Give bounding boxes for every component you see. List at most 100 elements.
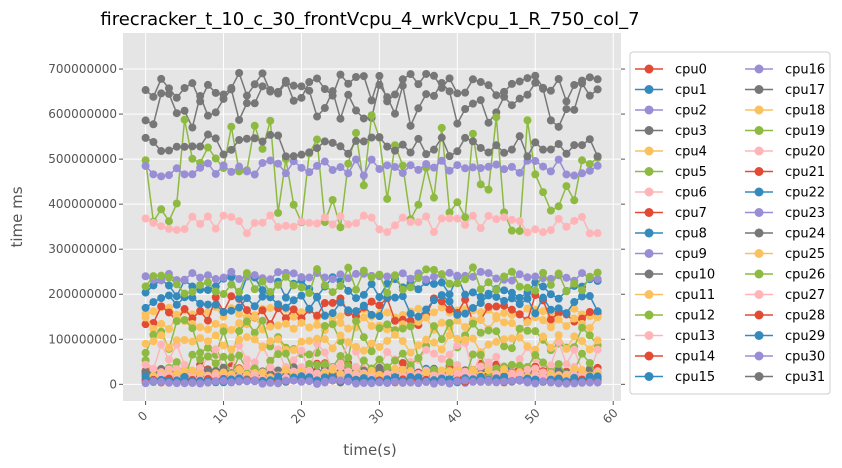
point-cpu17-30	[375, 363, 384, 372]
point-cpu26-50	[531, 286, 540, 295]
point-cpu19-37	[429, 366, 438, 375]
point-cpu26-54	[562, 287, 571, 296]
point-cpu26-17	[274, 280, 283, 289]
point-cpu9-40	[453, 271, 462, 280]
point-cpu23-48	[515, 168, 524, 177]
point-cpu19-10	[219, 352, 228, 361]
point-cpu24-18	[281, 152, 290, 161]
point-cpu30-56	[578, 378, 587, 387]
point-cpu31-27	[352, 73, 361, 82]
point-cpu26-23	[320, 281, 329, 290]
point-cpu13-38	[437, 354, 446, 363]
point-cpu23-21	[305, 168, 314, 177]
point-cpu8-46	[500, 286, 509, 295]
point-cpu31-53	[554, 75, 563, 84]
point-cpu12-30	[375, 324, 384, 333]
point-cpu12-7	[196, 348, 205, 357]
point-cpu30-47	[507, 376, 516, 385]
point-cpu30-37	[429, 379, 438, 388]
point-cpu30-0	[141, 379, 150, 388]
point-cpu24-49	[523, 152, 532, 161]
point-cpu6-24	[328, 220, 337, 229]
point-cpu31-48	[515, 77, 524, 86]
point-cpu20-7	[196, 364, 205, 373]
point-cpu23-3	[164, 171, 173, 180]
point-cpu5-35	[414, 200, 423, 209]
point-cpu11-25	[336, 318, 345, 327]
point-cpu18-5	[180, 335, 189, 344]
point-cpu26-32	[390, 271, 399, 280]
point-cpu3-42	[468, 99, 477, 108]
point-cpu26-26	[344, 263, 353, 272]
point-cpu3-57	[585, 91, 594, 100]
point-cpu6-17	[274, 223, 283, 232]
point-cpu11-28	[359, 313, 368, 322]
point-cpu13-44	[484, 358, 493, 367]
point-cpu23-2	[157, 172, 166, 181]
point-cpu11-52	[546, 323, 555, 332]
legend-label-cpu30: cpu30	[785, 350, 825, 365]
point-cpu24-8	[203, 130, 212, 139]
point-cpu23-35	[414, 165, 423, 174]
point-cpu8-12	[235, 294, 244, 303]
point-cpu22-17	[274, 300, 283, 309]
point-cpu22-30	[375, 312, 384, 321]
point-cpu19-18	[281, 349, 290, 358]
point-cpu26-29	[367, 273, 376, 282]
point-cpu22-20	[297, 291, 306, 300]
point-cpu25-5	[180, 366, 189, 375]
legend-label-cpu15: cpu15	[675, 370, 715, 385]
point-cpu12-48	[515, 324, 524, 333]
point-cpu24-55	[570, 141, 579, 150]
point-cpu9-44	[484, 269, 493, 278]
point-cpu26-42	[468, 263, 477, 272]
point-cpu23-53	[554, 155, 563, 164]
point-cpu26-28	[359, 266, 368, 275]
point-cpu18-15	[258, 343, 267, 352]
point-cpu13-20	[297, 346, 306, 355]
point-cpu30-28	[359, 378, 368, 387]
point-cpu18-0	[141, 339, 150, 348]
point-cpu29-5	[180, 372, 189, 381]
point-cpu5-25	[336, 223, 345, 232]
point-cpu24-11	[227, 145, 236, 154]
point-cpu26-6	[188, 287, 197, 296]
point-cpu3-12	[235, 115, 244, 124]
legend-label-cpu22: cpu22	[785, 186, 825, 201]
point-cpu26-41	[461, 275, 470, 284]
point-cpu31-24	[328, 91, 337, 100]
point-cpu9-56	[578, 269, 587, 278]
point-cpu30-41	[461, 376, 470, 385]
y-tick-label-4: 400000000	[48, 197, 117, 211]
point-cpu18-14	[250, 335, 259, 344]
point-cpu12-28	[359, 333, 368, 342]
point-cpu8-53	[554, 294, 563, 303]
point-cpu5-56	[578, 156, 587, 165]
point-cpu6-27	[352, 219, 361, 228]
point-cpu12-13	[242, 317, 251, 326]
point-cpu5-39	[445, 208, 454, 217]
point-cpu11-40	[453, 316, 462, 325]
point-cpu24-52	[546, 145, 555, 154]
point-cpu24-51	[539, 145, 548, 154]
point-cpu18-58	[593, 336, 602, 345]
point-cpu3-14	[250, 99, 259, 108]
point-cpu12-4	[172, 317, 181, 326]
point-cpu11-19	[289, 324, 298, 333]
point-cpu22-41	[461, 309, 470, 318]
point-cpu9-17	[274, 268, 283, 277]
point-cpu11-11	[227, 325, 236, 334]
point-cpu24-20	[297, 150, 306, 159]
y-tick-label-1: 100000000	[48, 332, 117, 346]
point-cpu18-46	[500, 335, 509, 344]
point-cpu11-8	[203, 325, 212, 334]
point-cpu24-0	[141, 133, 150, 142]
point-cpu30-14	[250, 376, 259, 385]
point-cpu9-49	[523, 273, 532, 282]
point-cpu12-49	[523, 326, 532, 335]
legend-label-cpu24: cpu24	[785, 227, 825, 242]
point-cpu30-29	[367, 379, 376, 388]
point-cpu5-9	[211, 154, 220, 163]
point-cpu11-16	[266, 322, 275, 331]
point-cpu22-46	[500, 296, 509, 305]
